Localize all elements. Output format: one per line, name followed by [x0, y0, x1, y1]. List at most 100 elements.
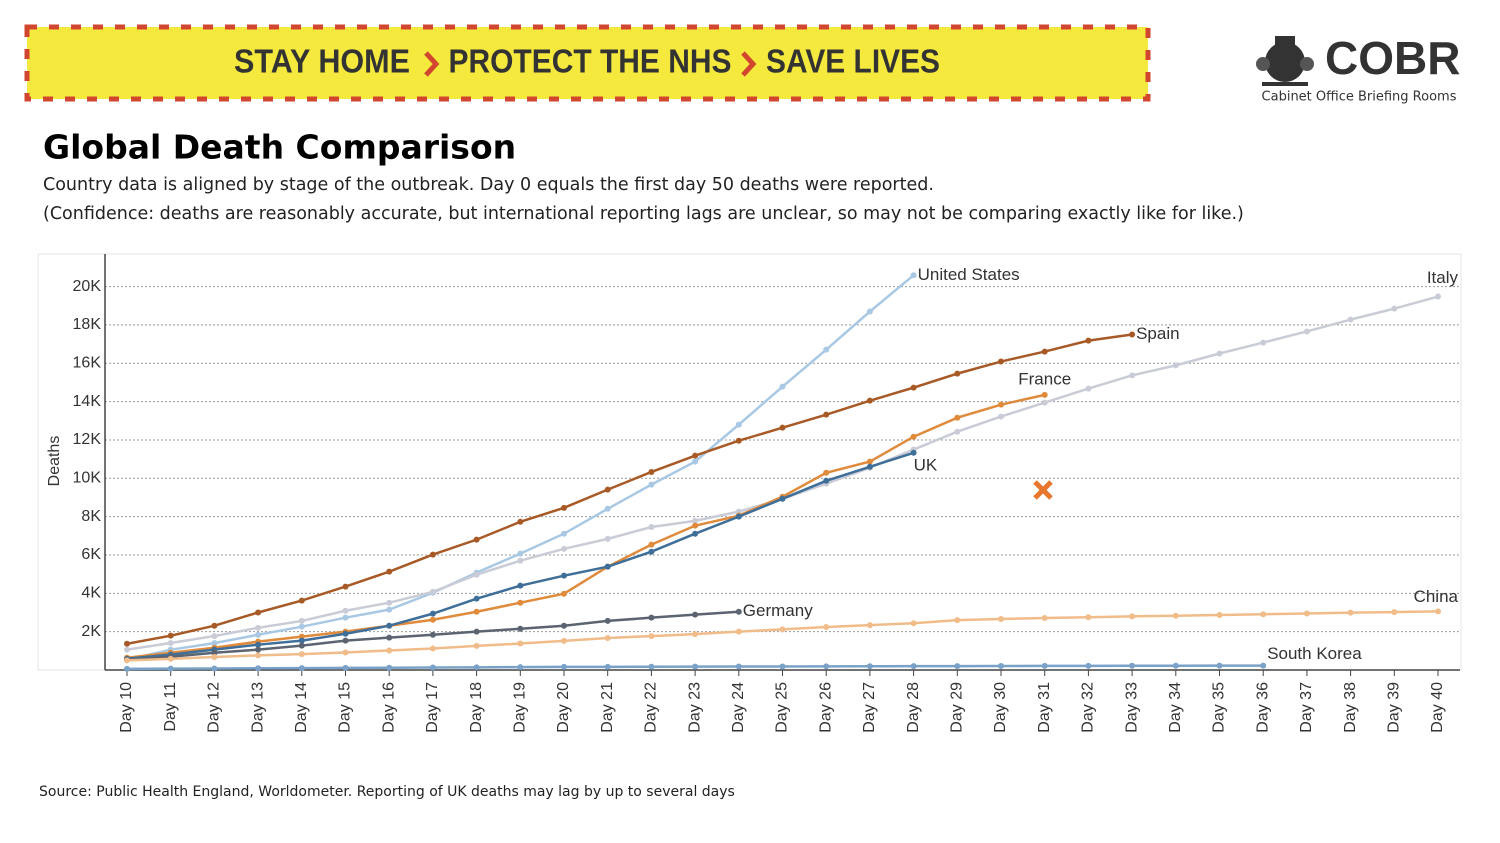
- x-tick-label: Day 24: [730, 682, 747, 733]
- point: [342, 649, 349, 656]
- series-label: Italy: [1427, 268, 1459, 287]
- point: [1085, 337, 1092, 344]
- point: [604, 663, 611, 670]
- point: [386, 647, 393, 654]
- y-tick-label: 8K: [81, 508, 101, 525]
- point: [735, 663, 742, 670]
- point: [779, 663, 786, 670]
- point: [692, 631, 699, 638]
- point: [298, 617, 305, 624]
- cross-marker: [1033, 480, 1053, 500]
- x-tick-label: Day 23: [686, 682, 703, 733]
- y-tick-label: 18K: [73, 316, 102, 333]
- point: [561, 545, 567, 552]
- point: [1172, 362, 1179, 369]
- subtitle: (Confidence: deaths are reasonably accur…: [43, 204, 1244, 224]
- point: [211, 622, 218, 629]
- point: [735, 513, 742, 520]
- series: Spain: [124, 324, 1180, 647]
- point: [823, 411, 830, 418]
- point: [604, 563, 611, 570]
- point: [429, 631, 436, 638]
- x-tick-label: Day 16: [380, 682, 397, 733]
- point: [517, 664, 524, 671]
- point: [1260, 339, 1267, 346]
- point: [1085, 662, 1092, 669]
- y-tick-label: 20K: [73, 278, 102, 295]
- point: [298, 642, 305, 649]
- y-tick-label: 10K: [73, 470, 102, 487]
- x-tick-label: Day 27: [861, 682, 878, 733]
- point: [735, 437, 742, 444]
- point: [561, 504, 567, 511]
- series: Germany: [124, 601, 813, 663]
- series-label: Spain: [1136, 324, 1179, 343]
- point: [910, 620, 917, 627]
- crest: [1256, 36, 1314, 86]
- point: [1216, 350, 1223, 357]
- point: [692, 611, 699, 618]
- y-tick-label: 14K: [73, 393, 102, 410]
- x-tick-label: Day 26: [817, 682, 834, 733]
- point: [473, 664, 480, 671]
- x-tick-label: Day 25: [774, 682, 791, 733]
- point: [473, 571, 480, 578]
- point: [517, 582, 524, 589]
- point: [1391, 305, 1398, 312]
- point: [298, 623, 305, 630]
- point: [692, 458, 699, 465]
- point: [211, 665, 218, 672]
- point: [342, 583, 349, 590]
- point: [386, 622, 393, 629]
- x-tick-label: Day 11: [162, 682, 179, 732]
- point: [386, 568, 393, 575]
- point: [954, 428, 961, 435]
- point: [910, 663, 917, 670]
- point: [823, 624, 830, 631]
- x-tick-label: Day 32: [1080, 682, 1097, 733]
- point: [517, 625, 524, 632]
- point: [823, 346, 830, 353]
- point: [954, 663, 961, 670]
- point: [429, 610, 436, 617]
- point: [866, 663, 873, 670]
- chevron: [424, 51, 440, 77]
- point: [561, 663, 567, 670]
- point: [298, 597, 305, 604]
- point: [1391, 609, 1398, 616]
- point: [954, 370, 961, 377]
- y-tick-label: 12K: [73, 431, 102, 448]
- point: [692, 517, 699, 524]
- point: [823, 469, 830, 476]
- point: [342, 630, 349, 637]
- point: [648, 541, 655, 548]
- point: [167, 632, 174, 639]
- point: [255, 609, 262, 616]
- point: [1085, 385, 1092, 392]
- series-label: South Korea: [1267, 644, 1362, 663]
- point: [473, 642, 480, 649]
- point: [1303, 328, 1310, 335]
- point: [735, 608, 742, 615]
- point: [124, 657, 130, 664]
- line: [126, 393, 1045, 659]
- point: [648, 481, 655, 488]
- point: [1041, 399, 1048, 406]
- point: [561, 530, 567, 537]
- x-tick-label: Day 13: [249, 682, 266, 733]
- x-tick-label: Day 36: [1254, 682, 1271, 733]
- x-tick-label: Day 22: [643, 682, 660, 733]
- point: [386, 634, 393, 641]
- point: [998, 413, 1004, 420]
- point: [866, 463, 873, 470]
- point: [167, 639, 174, 646]
- x-tick-label: Day 31: [1036, 682, 1053, 733]
- point: [517, 557, 524, 564]
- point: [167, 655, 174, 662]
- series: UK: [124, 449, 938, 662]
- point: [1041, 391, 1048, 398]
- point: [473, 608, 480, 615]
- x-tick-label: Day 10: [118, 682, 135, 733]
